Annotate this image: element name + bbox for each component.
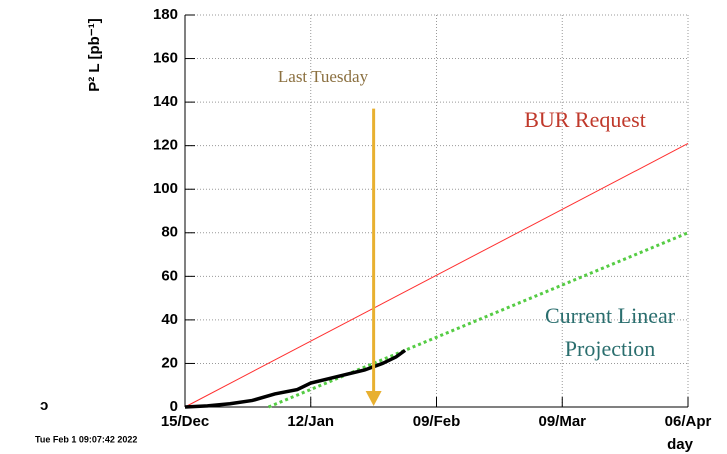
y-tick-label: 80 bbox=[161, 224, 178, 241]
timestamp: Tue Feb 1 09:07:42 2022 bbox=[35, 434, 137, 444]
y-tick-label: 0 bbox=[170, 398, 178, 415]
series-line bbox=[267, 231, 689, 409]
edge-text: ɔ bbox=[40, 397, 48, 414]
y-tick-label: 20 bbox=[161, 354, 178, 371]
y-tick-label: 40 bbox=[161, 311, 178, 328]
series-line bbox=[184, 143, 689, 408]
x-tick-label: 09/Mar bbox=[538, 413, 586, 430]
annotation: Projection bbox=[565, 336, 655, 361]
annotation: BUR Request bbox=[524, 107, 646, 132]
x-tick-label: 12/Jan bbox=[287, 413, 334, 430]
y-tick-label: 120 bbox=[153, 137, 178, 154]
arrow-head bbox=[365, 391, 382, 406]
x-tick-label: 06/Apr bbox=[665, 413, 712, 430]
x-tick-label: 15/Dec bbox=[161, 413, 209, 430]
y-tick-label: 100 bbox=[153, 180, 178, 197]
y-tick-label: 60 bbox=[161, 267, 178, 284]
y-tick-label: 160 bbox=[153, 50, 178, 67]
y-axis-label: P² L [pb⁻¹] bbox=[86, 18, 103, 91]
annotation: Last Tuesday bbox=[278, 67, 369, 86]
x-tick-label: 09/Feb bbox=[413, 413, 461, 430]
series-line bbox=[184, 348, 407, 409]
y-tick-label: 180 bbox=[153, 6, 178, 23]
annotation: Current Linear bbox=[545, 303, 676, 328]
y-tick-label: 140 bbox=[153, 93, 178, 110]
x-axis-label: day bbox=[667, 436, 694, 453]
